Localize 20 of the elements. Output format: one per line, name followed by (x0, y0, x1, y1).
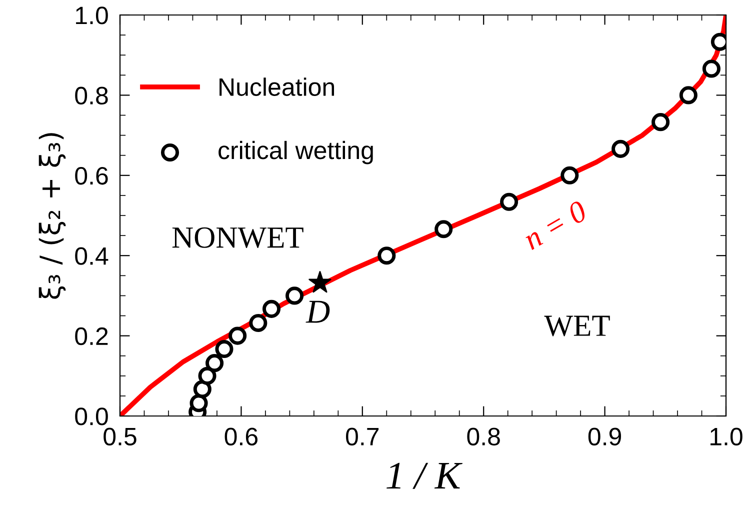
x-tick-label: 0.8 (467, 428, 500, 446)
x-tick-label: 0.7 (346, 428, 379, 446)
legend-label: Nucleation (220, 78, 334, 96)
y-tick-label: 0.2 (75, 327, 108, 346)
annotation: D (306, 300, 330, 323)
x-axis-title: 1 / K (386, 462, 462, 489)
x-tick-label: 0.9 (588, 428, 621, 446)
x-tick-label: 0.6 (224, 428, 258, 446)
x-tick-label: 0.5 (104, 428, 136, 446)
annotation: NONWET (172, 227, 304, 248)
legend-label: critical wetting (218, 140, 373, 164)
y-tick-label: 0.0 (75, 408, 108, 426)
annotation: n = 0 (522, 200, 589, 250)
x-tick-label: 1.0 (710, 428, 742, 446)
y-tick-label: 1.0 (76, 6, 108, 24)
y-tick-label: 0.6 (75, 167, 108, 185)
y-tick-label: 0.4 (75, 247, 108, 265)
y-axis-title: ξ̄₃ / (ξ₂ + ξ̄₃) (38, 133, 66, 299)
y-tick-label: 0.8 (75, 86, 108, 105)
annotation: WET (544, 316, 610, 336)
